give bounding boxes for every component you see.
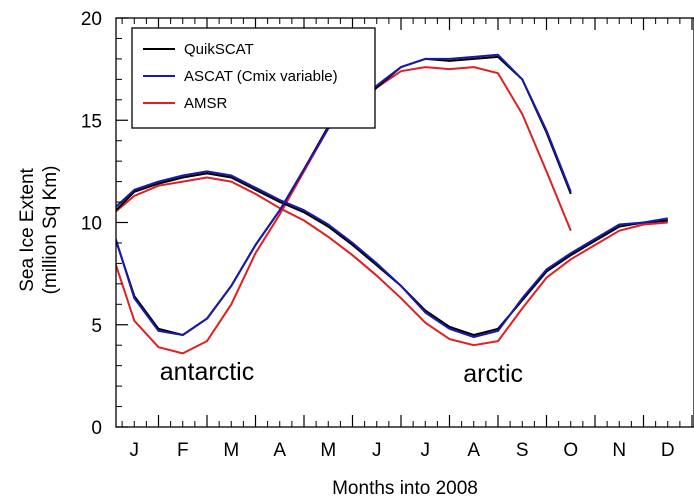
y-tick-label: 0 (91, 418, 102, 439)
x-tick-label: F (177, 440, 189, 461)
series-line-arctic-3 (116, 170, 668, 338)
axis-ticks: 0 5 10 15 20 J F M A M J J A S O N D (81, 9, 693, 461)
x-tick-label: M (223, 440, 239, 461)
legend: QuikSCAT ASCAT (Cmix variable) AMSR (131, 27, 376, 129)
y-axis-label-line1: Sea Ice Extent (17, 167, 38, 291)
legend-label-ascat: ASCAT (Cmix variable) (184, 68, 338, 85)
x-tick-label: D (661, 440, 675, 461)
y-axis-label-line2: (million Sq Km) (40, 166, 61, 295)
annotation-arctic: arctic (463, 360, 523, 388)
x-tick-label: A (467, 440, 480, 461)
legend-label-amsr: AMSR (184, 95, 228, 112)
x-tick-label: J (130, 440, 140, 461)
x-axis-label: Months into 2008 (332, 478, 478, 499)
legend-label-quikscat: QuikSCAT (184, 41, 254, 58)
x-tick-label: M (320, 440, 336, 461)
y-tick-label: 15 (81, 111, 102, 132)
x-tick-label: A (273, 440, 286, 461)
x-tick-label: N (612, 440, 626, 461)
legend-box (131, 27, 376, 129)
series-line-arctic-5 (116, 176, 668, 347)
y-tick-label: 10 (81, 214, 102, 235)
x-tick-label: S (516, 440, 529, 461)
x-tick-label: J (372, 440, 382, 461)
annotation-antarctic: antarctic (160, 358, 254, 386)
y-tick-label: 20 (81, 9, 102, 30)
x-tick-label: J (421, 440, 431, 461)
y-tick-label: 5 (91, 316, 102, 337)
x-tick-label: O (563, 440, 578, 461)
